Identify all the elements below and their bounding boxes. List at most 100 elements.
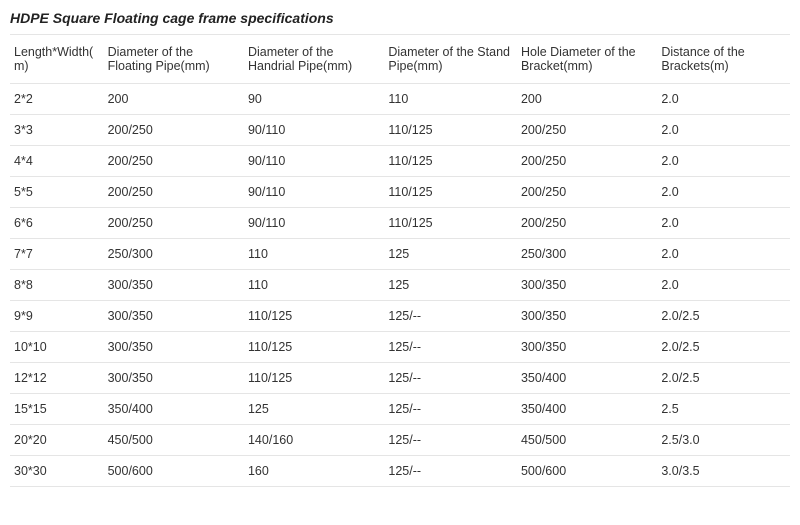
table-cell: 300/350 xyxy=(517,270,657,301)
table-cell: 200/250 xyxy=(104,177,244,208)
table-cell: 110 xyxy=(244,270,384,301)
table-cell: 110/125 xyxy=(384,208,517,239)
table-cell: 30*30 xyxy=(10,456,104,487)
table-cell: 500/600 xyxy=(517,456,657,487)
table-cell: 125/-- xyxy=(384,332,517,363)
table-cell: 500/600 xyxy=(104,456,244,487)
table-cell: 20*20 xyxy=(10,425,104,456)
table-cell: 300/350 xyxy=(104,301,244,332)
table-cell: 125/-- xyxy=(384,394,517,425)
table-cell: 200/250 xyxy=(104,146,244,177)
table-cell: 110/125 xyxy=(244,363,384,394)
table-cell: 125 xyxy=(244,394,384,425)
table-row: 15*15350/400125125/--350/4002.5 xyxy=(10,394,790,425)
table-row: 30*30500/600160125/--500/6003.0/3.5 xyxy=(10,456,790,487)
table-cell: 200/250 xyxy=(104,208,244,239)
table-cell: 90/110 xyxy=(244,177,384,208)
table-row: 8*8300/350110125300/3502.0 xyxy=(10,270,790,301)
table-cell: 2.0 xyxy=(657,270,790,301)
table-cell: 90/110 xyxy=(244,146,384,177)
table-cell: 3.0/3.5 xyxy=(657,456,790,487)
table-cell: 125/-- xyxy=(384,425,517,456)
column-header: Diameter of the Handrial Pipe(mm) xyxy=(244,35,384,84)
table-cell: 125/-- xyxy=(384,301,517,332)
table-cell: 125/-- xyxy=(384,363,517,394)
table-cell: 450/500 xyxy=(517,425,657,456)
table-header-row: Length*Width(m)Diameter of the Floating … xyxy=(10,35,790,84)
table-cell: 200 xyxy=(104,84,244,115)
table-cell: 200/250 xyxy=(104,115,244,146)
table-cell: 110/125 xyxy=(384,177,517,208)
table-row: 9*9300/350110/125125/--300/3502.0/2.5 xyxy=(10,301,790,332)
table-cell: 8*8 xyxy=(10,270,104,301)
table-row: 7*7250/300110125250/3002.0 xyxy=(10,239,790,270)
table-cell: 300/350 xyxy=(517,332,657,363)
table-row: 10*10300/350110/125125/--300/3502.0/2.5 xyxy=(10,332,790,363)
table-cell: 110/125 xyxy=(384,115,517,146)
table-cell: 200/250 xyxy=(517,115,657,146)
table-title: HDPE Square Floating cage frame specific… xyxy=(10,10,790,26)
table-cell: 450/500 xyxy=(104,425,244,456)
table-cell: 125 xyxy=(384,239,517,270)
table-cell: 10*10 xyxy=(10,332,104,363)
table-cell: 110 xyxy=(384,84,517,115)
table-cell: 2.0 xyxy=(657,84,790,115)
column-header: Length*Width(m) xyxy=(10,35,104,84)
table-cell: 3*3 xyxy=(10,115,104,146)
table-row: 2*2200901102002.0 xyxy=(10,84,790,115)
spec-table: Length*Width(m)Diameter of the Floating … xyxy=(10,34,790,487)
table-row: 6*6200/25090/110110/125200/2502.0 xyxy=(10,208,790,239)
table-cell: 2.0 xyxy=(657,115,790,146)
table-cell: 110/125 xyxy=(244,301,384,332)
table-cell: 5*5 xyxy=(10,177,104,208)
table-cell: 90/110 xyxy=(244,115,384,146)
table-cell: 4*4 xyxy=(10,146,104,177)
table-cell: 6*6 xyxy=(10,208,104,239)
column-header: Hole Diameter of the Bracket(mm) xyxy=(517,35,657,84)
table-cell: 200/250 xyxy=(517,208,657,239)
table-cell: 160 xyxy=(244,456,384,487)
table-cell: 90 xyxy=(244,84,384,115)
table-cell: 350/400 xyxy=(517,363,657,394)
table-cell: 300/350 xyxy=(104,270,244,301)
table-cell: 350/400 xyxy=(517,394,657,425)
table-cell: 300/350 xyxy=(104,363,244,394)
table-cell: 90/110 xyxy=(244,208,384,239)
table-cell: 2.0 xyxy=(657,177,790,208)
table-row: 4*4200/25090/110110/125200/2502.0 xyxy=(10,146,790,177)
table-cell: 7*7 xyxy=(10,239,104,270)
table-cell: 2.0 xyxy=(657,146,790,177)
table-cell: 2.0 xyxy=(657,208,790,239)
table-cell: 2.5 xyxy=(657,394,790,425)
table-cell: 125/-- xyxy=(384,456,517,487)
table-cell: 250/300 xyxy=(104,239,244,270)
table-cell: 2.0 xyxy=(657,239,790,270)
table-cell: 2.0/2.5 xyxy=(657,363,790,394)
table-row: 12*12300/350110/125125/--350/4002.0/2.5 xyxy=(10,363,790,394)
column-header: Diameter of the Stand Pipe(mm) xyxy=(384,35,517,84)
table-cell: 2.0/2.5 xyxy=(657,332,790,363)
table-cell: 9*9 xyxy=(10,301,104,332)
table-cell: 350/400 xyxy=(104,394,244,425)
table-cell: 110/125 xyxy=(384,146,517,177)
table-cell: 140/160 xyxy=(244,425,384,456)
table-cell: 300/350 xyxy=(517,301,657,332)
table-cell: 2.5/3.0 xyxy=(657,425,790,456)
table-cell: 12*12 xyxy=(10,363,104,394)
table-cell: 250/300 xyxy=(517,239,657,270)
table-cell: 110 xyxy=(244,239,384,270)
table-cell: 125 xyxy=(384,270,517,301)
table-row: 20*20450/500140/160125/--450/5002.5/3.0 xyxy=(10,425,790,456)
table-cell: 110/125 xyxy=(244,332,384,363)
table-row: 5*5200/25090/110110/125200/2502.0 xyxy=(10,177,790,208)
table-cell: 2.0/2.5 xyxy=(657,301,790,332)
table-row: 3*3200/25090/110110/125200/2502.0 xyxy=(10,115,790,146)
table-cell: 2*2 xyxy=(10,84,104,115)
table-cell: 15*15 xyxy=(10,394,104,425)
table-cell: 300/350 xyxy=(104,332,244,363)
table-cell: 200 xyxy=(517,84,657,115)
table-cell: 200/250 xyxy=(517,146,657,177)
column-header: Distance of the Brackets(m) xyxy=(657,35,790,84)
table-cell: 200/250 xyxy=(517,177,657,208)
column-header: Diameter of the Floating Pipe(mm) xyxy=(104,35,244,84)
